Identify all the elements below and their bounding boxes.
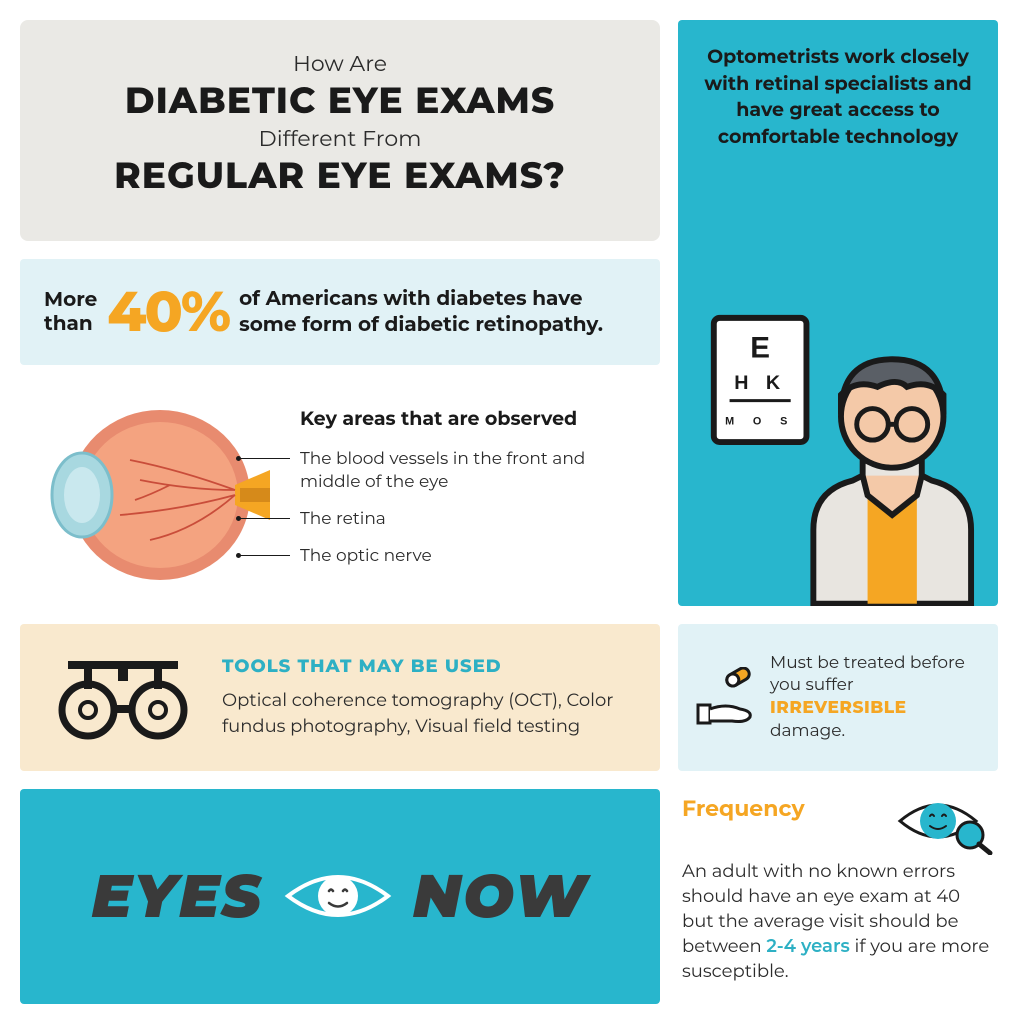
glasses-icon bbox=[48, 655, 198, 740]
stat-card: Morethan 40% of Americans with diabetes … bbox=[20, 259, 660, 364]
title-line2: DIABETIC EYE EXAMS bbox=[70, 79, 610, 123]
title-line4: REGULAR EYE EXAMS? bbox=[70, 154, 610, 198]
logo-word2: NOW bbox=[413, 860, 589, 933]
tools-heading: TOOLS THAT MAY BE USED bbox=[222, 655, 632, 677]
stat-rest: of Americans with diabetes have some for… bbox=[239, 286, 636, 338]
frequency-heading: Frequency bbox=[682, 795, 805, 847]
tools-card: TOOLS THAT MAY BE USED Optical coherence… bbox=[20, 624, 660, 770]
treatment-after: damage. bbox=[770, 721, 845, 741]
title-line1: How Are bbox=[70, 50, 610, 77]
key-area-item: The retina bbox=[300, 508, 640, 531]
logo-card: EYES NOW bbox=[20, 789, 660, 1004]
eye-chart-row: H K bbox=[734, 372, 786, 394]
key-areas-heading: Key areas that are observed bbox=[300, 407, 640, 430]
tools-body: Optical coherence tomography (OCT), Colo… bbox=[222, 687, 632, 739]
key-area-item: The optic nerve bbox=[300, 545, 640, 568]
stat-percent: 40% bbox=[107, 284, 229, 340]
eye-logo-icon bbox=[283, 866, 393, 926]
pill-hand-icon bbox=[696, 667, 756, 727]
key-areas-text: Key areas that are observed The blood ve… bbox=[300, 407, 640, 582]
frequency-card: Frequency An adult with no known errors … bbox=[678, 789, 998, 1004]
eye-magnify-icon bbox=[894, 795, 994, 855]
title-card: How Are DIABETIC EYE EXAMS Different Fro… bbox=[20, 20, 660, 241]
treatment-before: Must be treated before you suffer bbox=[770, 653, 965, 696]
optometrist-heading: Optometrists work closely with retinal s… bbox=[700, 44, 976, 150]
optometrist-illustration: E H K M O S bbox=[700, 170, 976, 606]
treatment-em: IRREVERSIBLE bbox=[770, 698, 907, 718]
eye-anatomy-section: Key areas that are observed The blood ve… bbox=[20, 383, 660, 606]
tools-text: TOOLS THAT MAY BE USED Optical coherence… bbox=[222, 655, 632, 739]
eye-chart-row: E bbox=[750, 332, 770, 365]
eye-anatomy-icon bbox=[40, 400, 270, 590]
optometrist-figure bbox=[813, 359, 971, 603]
optometrist-card: Optometrists work closely with retinal s… bbox=[678, 20, 998, 606]
eye-chart-row: M O S bbox=[725, 416, 795, 428]
frequency-body: An adult with no known errors should hav… bbox=[682, 859, 994, 985]
stat-more: Morethan bbox=[44, 288, 97, 336]
treatment-text: Must be treated before you suffer IRREVE… bbox=[770, 652, 980, 744]
key-area-item: The blood vessels in the front and middl… bbox=[300, 448, 640, 494]
frequency-em: 2-4 years bbox=[766, 935, 849, 957]
title-line3: Different From bbox=[70, 125, 610, 152]
logo-word1: EYES bbox=[92, 860, 263, 933]
treatment-card: Must be treated before you suffer IRREVE… bbox=[678, 624, 998, 770]
